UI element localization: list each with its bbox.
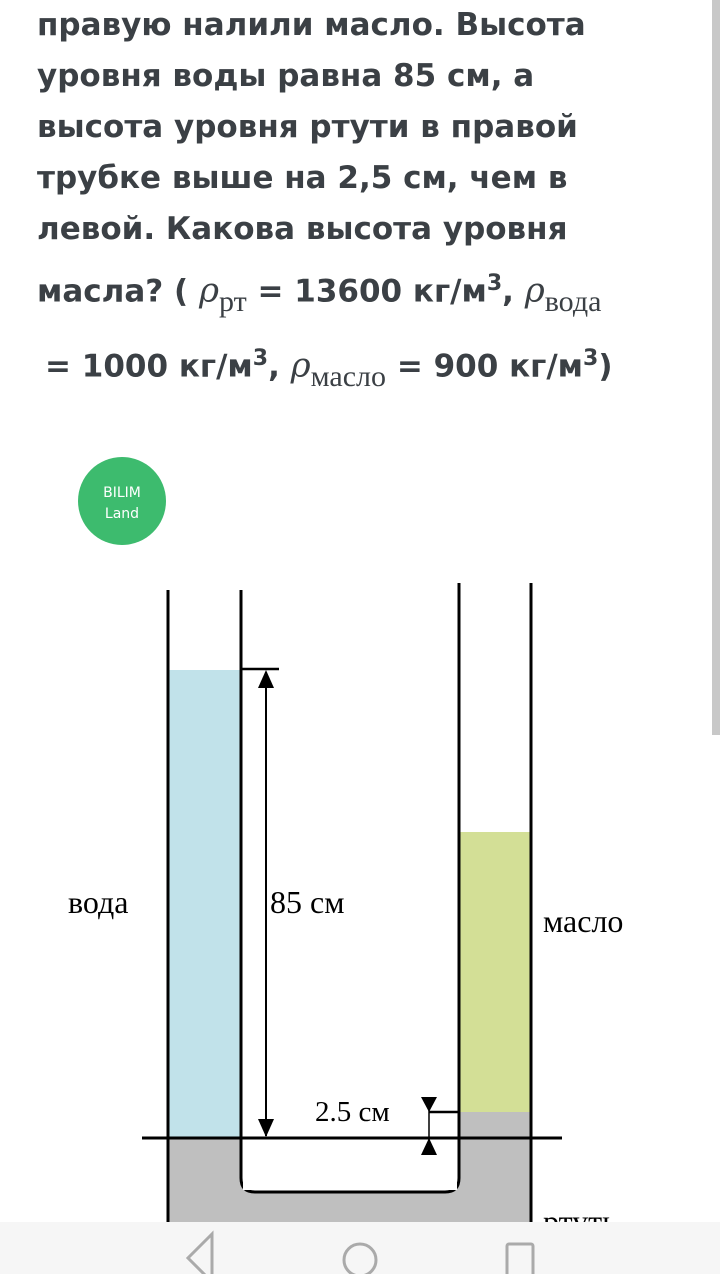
rho-symbol: ρ [290, 345, 311, 386]
svg-text:Land: Land [105, 506, 139, 522]
arrow-up-icon [258, 670, 274, 688]
question-line: левой. Какова высота уровня [37, 211, 568, 247]
text: = 13600 кг/м [257, 273, 487, 310]
arrow-down-icon [258, 1119, 274, 1137]
subscript: вода [544, 285, 602, 319]
scrollbar[interactable] [712, 0, 720, 735]
question-line: уровня воды равна 85 см, а [37, 58, 535, 94]
subscript: масло [310, 360, 387, 394]
difference-label: 2.5 см [315, 1096, 390, 1128]
text: = 1000 кг/м [45, 348, 253, 385]
exponent: 3 [486, 271, 503, 296]
arrow-down-icon [421, 1097, 437, 1112]
navigation-bar [0, 1222, 720, 1274]
svg-text:BILIM: BILIM [103, 485, 141, 501]
text: масла? ( [37, 273, 189, 310]
question-line: высота уровня ртути в правой [37, 109, 578, 145]
home-icon[interactable] [342, 1242, 378, 1274]
question-line: масла? ( ρрт = 13600 кг/м3, ρвода [37, 270, 602, 319]
rho-symbol: ρ [199, 270, 219, 311]
water [168, 670, 241, 1138]
question-line: трубке выше на 2,5 см, чем в [37, 160, 568, 196]
bilim-land-logo: BILIM Land [78, 457, 166, 545]
subscript: рт [219, 285, 247, 319]
oil [459, 832, 531, 1112]
exponent: 3 [583, 346, 599, 371]
recents-icon[interactable] [505, 1242, 535, 1274]
text: ) [598, 348, 613, 385]
water-label: вода [68, 884, 128, 920]
rho-symbol: ρ [524, 270, 545, 311]
question-line: = 1000 кг/м3, ρмасло = 900 кг/м3) [45, 345, 613, 394]
back-icon[interactable] [185, 1230, 214, 1274]
oil-label: масло [543, 903, 623, 939]
arrow-up-icon [421, 1138, 437, 1155]
inner-tube [239, 583, 461, 1194]
text: = 900 кг/м [396, 348, 583, 385]
question-line: правую налили масло. Высота [37, 7, 586, 43]
exponent: 3 [252, 346, 269, 371]
height-label: 85 см [270, 884, 344, 920]
